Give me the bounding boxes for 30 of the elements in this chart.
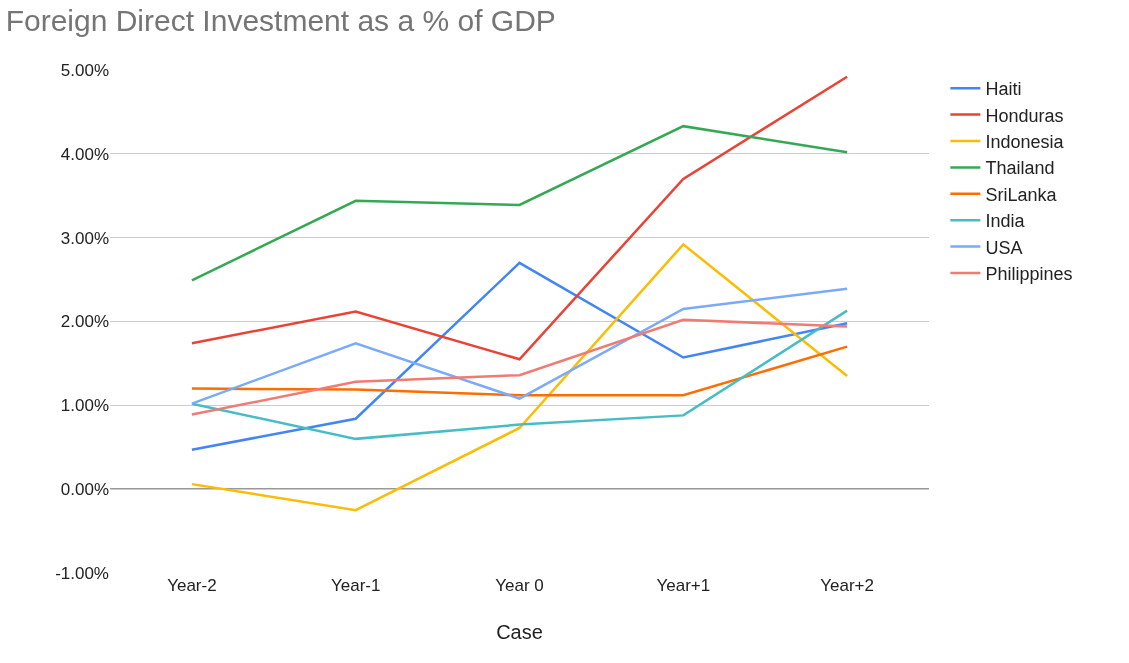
legend-label: India [985,211,1026,232]
y-tick-label: 0.00% [60,480,109,500]
chart-title: Foreign Direct Investment as a % of GDP [5,3,556,37]
y-tick-label: 3.00% [60,228,109,248]
line-series [190,345,849,397]
line-series [190,318,849,416]
line-series [190,124,849,282]
legend-label: SriLanka [985,184,1058,205]
x-tick-label: Year+1 [656,576,711,595]
y-tick-label: 2.00% [60,312,109,332]
y-tick-label: 5.00% [60,60,109,80]
y-tick-label: 4.00% [60,144,109,164]
legend-label: USA [985,237,1023,258]
x-axis-title: Case [496,620,543,643]
legend-label: Haiti [985,79,1022,100]
x-tick-label: Year+2 [820,576,874,595]
y-tick-label: 1.00% [60,396,109,416]
legend-label: Honduras [985,105,1064,126]
line-series [190,243,849,512]
x-tick-label: Year-1 [330,576,381,595]
legend-label: Thailand [985,158,1055,179]
legend-label: Philippines [985,264,1073,285]
x-tick-label: Year 0 [495,576,544,595]
x-tick-label: Year-2 [167,576,217,595]
y-tick-label: -1.00% [55,563,109,583]
line-series [190,287,849,405]
legend-label: Indonesia [985,132,1065,153]
line-series [190,75,849,361]
line-series [190,261,849,452]
line-series [190,309,849,441]
